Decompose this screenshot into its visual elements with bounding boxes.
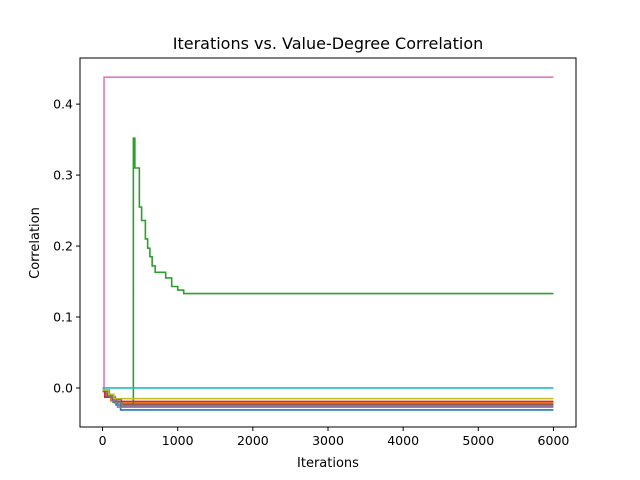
y-tick-label: 0.1 — [53, 310, 73, 325]
y-tick-label: 0.4 — [53, 97, 73, 112]
series-line-4 — [102, 389, 554, 403]
x-tick-label: 2000 — [237, 433, 269, 448]
plot-lines — [102, 76, 554, 411]
x-tick-label: 1000 — [162, 433, 194, 448]
chart-title: Iterations vs. Value-Degree Correlation — [173, 34, 484, 53]
y-tick-label: 0.0 — [53, 380, 73, 395]
x-tick-label: 3000 — [312, 433, 344, 448]
series-line-7 — [102, 76, 554, 390]
y-axis-label: Correlation — [28, 207, 43, 279]
y-tick-label: 0.2 — [53, 239, 73, 254]
x-tick-label: 6000 — [538, 433, 570, 448]
x-tick-label: 5000 — [462, 433, 494, 448]
y-tick-label: 0.3 — [53, 168, 73, 183]
x-axis-label: Iterations — [297, 456, 359, 471]
x-tick-label: 0 — [99, 433, 107, 448]
x-tick-label: 4000 — [387, 433, 419, 448]
plot-frame — [79, 57, 577, 428]
y-axis: 0.0 0.1 0.2 0.3 0.4 — [53, 97, 80, 395]
series-line-9 — [102, 389, 554, 400]
x-axis: 0 1000 2000 3000 4000 5000 6000 — [99, 427, 570, 448]
series-line-3 — [102, 137, 554, 407]
